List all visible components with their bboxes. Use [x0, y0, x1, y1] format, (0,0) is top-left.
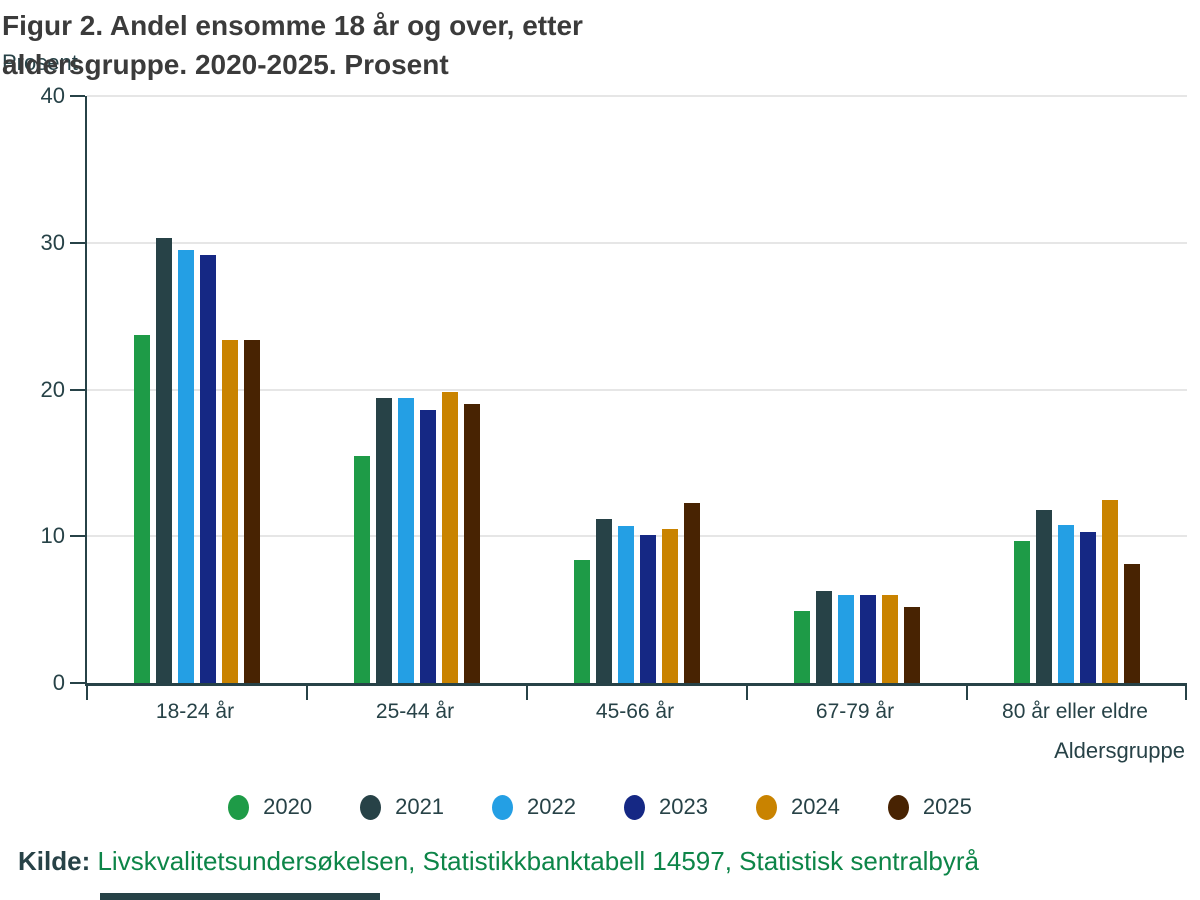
bar-2023-45-66 år[interactable]	[640, 534, 656, 683]
bar-2022-25-44 år[interactable]	[398, 398, 414, 683]
bar-2020-80 år eller eldre[interactable]	[1014, 540, 1030, 683]
y-axis-tick-20	[70, 388, 85, 391]
bar-2020-18-24 år[interactable]	[134, 335, 150, 683]
y-tick-label-0: 0	[52, 670, 65, 695]
bar-2025-67-79 år[interactable]	[904, 606, 920, 683]
x-axis-tick-2	[526, 686, 528, 700]
plot-area: 0 10 20 30 40	[41, 85, 1187, 700]
bar-2023-18-24 år[interactable]	[200, 254, 216, 683]
bar-2025-80 år eller eldre[interactable]	[1124, 564, 1140, 683]
x-category-label-0: 18-24 år	[155, 700, 235, 723]
chart-title-line1: Figur 2. Andel ensomme 18 år og over, et…	[2, 10, 583, 41]
chart-title: Figur 2. Andel ensomme 18 år og over, et…	[2, 6, 583, 84]
x-axis-title: Aldersgruppe	[1054, 738, 1185, 763]
y-tick-label-30: 30	[40, 229, 65, 255]
bar-2021-67-79 år[interactable]	[816, 590, 832, 683]
x-category-label-1: 25-44 år	[375, 700, 455, 723]
legend-label-2025: 2025	[922, 794, 972, 819]
legend-item-2020[interactable]: 2020	[228, 794, 312, 820]
legend-item-2022[interactable]: 2022	[492, 794, 576, 820]
legend-marker-icon-2022	[492, 794, 514, 820]
legend-label-2023: 2023	[659, 794, 708, 819]
partial-bottom-element	[100, 893, 380, 900]
y-tick-label-40: 40	[40, 83, 65, 108]
x-category-label-2: 45-66 år	[595, 700, 675, 723]
gridline-y-40	[87, 95, 1187, 97]
bar-2022-45-66 år[interactable]	[618, 525, 634, 683]
legend-marker-icon-2020	[228, 794, 250, 820]
x-axis-tick-1	[306, 686, 308, 700]
bar-2023-67-79 år[interactable]	[860, 594, 876, 683]
source-label: Kilde:	[18, 846, 91, 876]
legend-marker-icon-2021	[360, 794, 382, 820]
bar-2024-80 år eller eldre[interactable]	[1102, 499, 1118, 683]
bar-2021-18-24 år[interactable]	[156, 238, 172, 683]
bar-2022-80 år eller eldre[interactable]	[1058, 524, 1074, 683]
bar-2021-25-44 år[interactable]	[376, 398, 392, 683]
x-axis-category-labels: 18-24 år 25-44 år 45-66 år 67-79 år 80 år el…	[85, 700, 1185, 724]
bar-2021-45-66 år[interactable]	[596, 518, 612, 683]
gridline-y-20	[87, 388, 1187, 391]
y-axis-title: Prosent	[2, 50, 78, 75]
legend-item-2021[interactable]: 2021	[360, 794, 444, 820]
legend-marker-icon-2025	[887, 794, 909, 820]
bar-group-67-79 år	[747, 96, 967, 683]
bar-2024-67-79 år[interactable]	[882, 594, 898, 683]
legend-label-2024: 2024	[790, 794, 840, 819]
bar-2024-18-24 år[interactable]	[222, 339, 238, 683]
bar-2020-45-66 år[interactable]	[574, 559, 590, 683]
chart-title-line2: aldersgruppe. 2020-2025. Prosent	[2, 49, 449, 80]
bar-2025-25-44 år[interactable]	[464, 404, 480, 683]
x-axis-tick-0	[86, 686, 88, 700]
bar-2020-25-44 år[interactable]	[354, 455, 370, 683]
x-axis-tick-3	[746, 686, 748, 700]
x-axis-tick-4	[966, 686, 968, 700]
gridline-y-30	[87, 241, 1187, 244]
bar-2025-18-24 år[interactable]	[244, 339, 260, 683]
x-axis-tick-end	[1185, 686, 1187, 700]
x-category-label-4: 80 år eller eldre	[1002, 700, 1148, 723]
legend-label-2020: 2020	[263, 794, 313, 819]
source-text: Livskvalitetsundersøkelsen, Statistikkba…	[97, 846, 980, 876]
legend-item-2023[interactable]: 2023	[624, 794, 708, 820]
bar-group-80 år eller eldre	[967, 96, 1187, 683]
y-tick-label-20: 20	[40, 376, 65, 402]
y-axis-tick-30	[70, 241, 85, 244]
legend-marker-icon-2024	[755, 794, 777, 820]
bar-group-25-44 år	[307, 96, 527, 683]
bar-2022-67-79 år[interactable]	[838, 594, 854, 683]
source-line: Kilde: Livskvalitetsundersøkelsen, Stati…	[18, 846, 979, 877]
bar-2021-80 år eller eldre[interactable]	[1036, 509, 1052, 683]
bar-2023-80 år eller eldre[interactable]	[1080, 531, 1096, 683]
bar-group-18-24 år	[87, 96, 307, 683]
bar-2025-45-66 år[interactable]	[684, 502, 700, 683]
y-axis-tick-10	[70, 535, 85, 538]
chart-legend: 2020 2021 2022 2023 2024 2025	[0, 794, 1200, 820]
gridline-y-10	[87, 535, 1187, 538]
bar-2020-67-79 år[interactable]	[794, 611, 810, 683]
y-axis-tick-0	[70, 682, 85, 684]
bar-2022-18-24 år[interactable]	[178, 250, 194, 683]
y-tick-label-10: 10	[40, 523, 65, 549]
legend-marker-icon-2023	[624, 794, 645, 820]
legend-item-2024[interactable]: 2024	[755, 794, 840, 820]
bar-2024-45-66 år[interactable]	[662, 528, 678, 683]
legend-label-2021: 2021	[395, 794, 445, 819]
y-axis-tick-40	[70, 95, 85, 97]
x-category-label-3: 67-79 år	[815, 700, 895, 723]
legend-item-2025[interactable]: 2025	[887, 794, 972, 820]
bar-group-45-66 år	[527, 96, 747, 683]
legend-label-2022: 2022	[527, 794, 576, 819]
bar-2023-25-44 år[interactable]	[420, 410, 436, 683]
bar-2024-25-44 år[interactable]	[442, 392, 458, 683]
